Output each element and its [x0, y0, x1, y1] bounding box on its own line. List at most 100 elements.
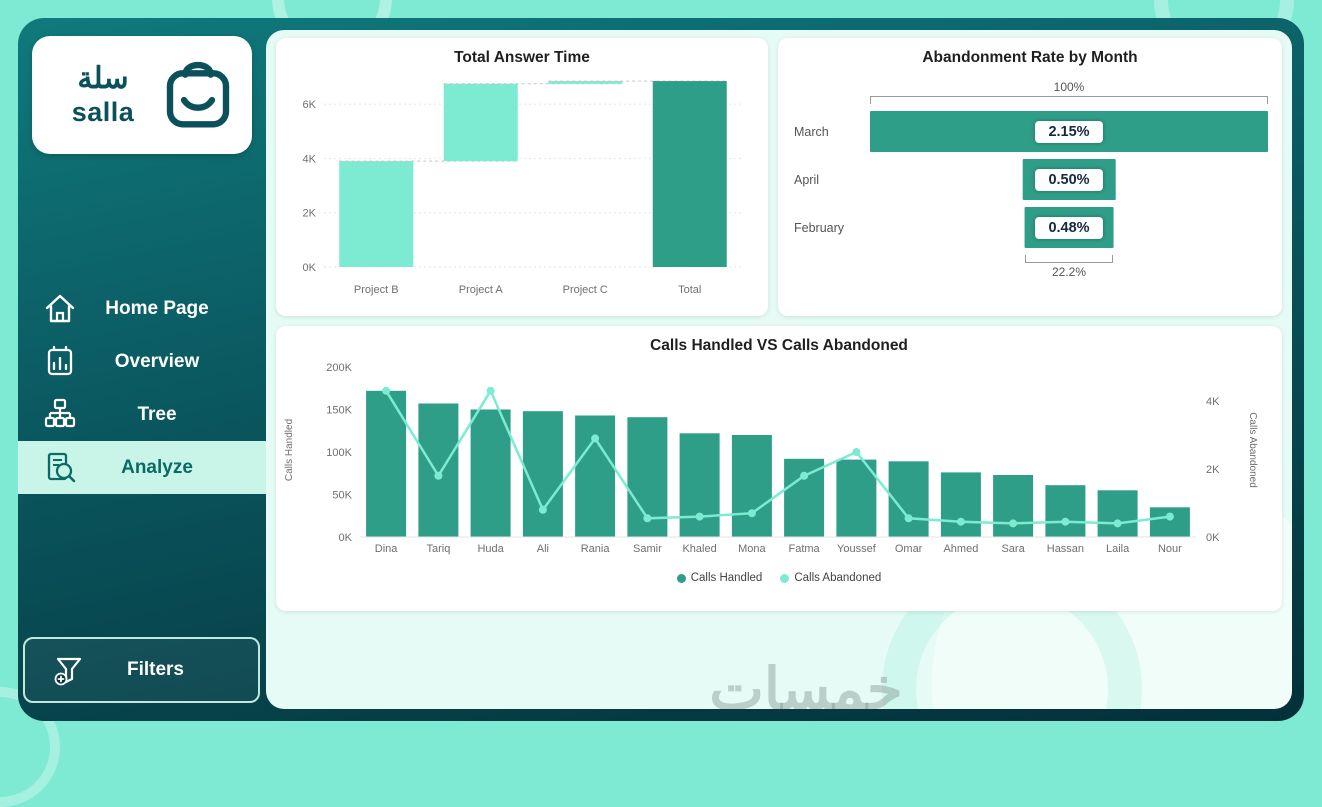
combo-svg: 0K 50K 100K 150K 200K 0K 2K 4K Calls Handled Call… — [284, 362, 1258, 555]
chart-legend: Calls Handled Calls Abandoned — [276, 572, 1282, 584]
abandoned-line — [385, 388, 1171, 525]
svg-text:Hassan: Hassan — [1047, 543, 1084, 555]
svg-text:Project B: Project B — [354, 284, 399, 296]
shopping-bag-icon — [166, 61, 230, 128]
svg-text:0K: 0K — [339, 532, 353, 544]
handled-bar — [522, 411, 563, 537]
handled-bar — [993, 475, 1034, 537]
chart-title: Calls Handled VS Calls Abandoned — [650, 337, 908, 354]
legend-item[interactable]: Calls Handled — [676, 572, 762, 584]
svg-text:4K: 4K — [303, 153, 317, 165]
sidebar-item-overview[interactable]: Overview — [18, 335, 266, 388]
legend-item[interactable]: Calls Abandoned — [780, 572, 881, 584]
waterfall-chart[interactable]: 0K 2K 4K 6K Project B Project A Project C Total — [276, 67, 768, 304]
sidebar-item-home-page[interactable]: Home Page — [18, 282, 266, 335]
abandoned-point — [695, 512, 704, 521]
funnel-chart[interactable]: 100% March 2.15% April 0.50% February 0.48% 22.… — [778, 67, 1282, 281]
legend-dot — [780, 573, 790, 583]
svg-text:Ali: Ali — [537, 543, 549, 555]
abandoned-point — [800, 471, 809, 480]
waterfall-bar — [443, 83, 518, 162]
sidebar-item-label: Overview — [114, 350, 200, 372]
handled-bar — [1149, 507, 1190, 538]
abandoned-point — [852, 448, 861, 456]
waterfall-bar — [548, 81, 623, 84]
svg-text:Calls Abandoned: Calls Abandoned — [1247, 412, 1258, 488]
logo-texts: سلة salla — [50, 62, 156, 128]
funnel-category: March — [794, 124, 829, 139]
filters-button[interactable]: Filters — [23, 637, 260, 703]
svg-text:Sara: Sara — [1001, 543, 1025, 555]
handled-bar — [470, 409, 511, 537]
abandoned-point — [1165, 512, 1174, 521]
handled-bar — [1097, 490, 1138, 538]
handled-bar — [366, 390, 407, 537]
svg-text:Total: Total — [678, 284, 701, 296]
abandoned-point — [1113, 519, 1122, 528]
svg-text:200K: 200K — [326, 362, 352, 374]
handled-bar — [731, 435, 772, 537]
handled-bar — [679, 433, 720, 537]
funnel-bottom-label: 22.2% — [1051, 265, 1087, 279]
svg-text:6K: 6K — [303, 99, 317, 111]
svg-text:Samir: Samir — [633, 543, 662, 555]
funnel-category: February — [794, 220, 845, 235]
funnel-top-label: 100% — [1053, 80, 1085, 94]
svg-text:0K: 0K — [1206, 532, 1220, 544]
svg-text:100K: 100K — [326, 447, 352, 459]
tree-icon — [44, 398, 76, 427]
card-calls-combo: Calls Handled VS Calls Abandoned 0K 50K 10… — [276, 326, 1282, 611]
analyze-icon — [47, 452, 76, 482]
abandoned-point — [591, 434, 600, 443]
abandoned-point — [382, 386, 391, 395]
svg-text:Mona: Mona — [738, 543, 766, 555]
chart-title: Total Answer Time — [454, 49, 590, 66]
logo-latin-text: salla — [71, 97, 135, 127]
sidebar-item-analyze[interactable]: Analyze — [18, 441, 266, 494]
sidebar-item-label: Tree — [137, 403, 177, 425]
waterfall-bar — [339, 161, 414, 267]
handled-bar — [940, 472, 981, 537]
handled-bar — [836, 459, 877, 537]
handled-bar — [888, 461, 929, 537]
abandoned-point — [747, 509, 756, 518]
svg-text:Rania: Rania — [581, 543, 611, 555]
sidebar-nav: Home Page Overview — [18, 282, 266, 494]
logo-arabic-text: سلة — [77, 62, 129, 95]
svg-text:Omar: Omar — [895, 543, 923, 555]
funnel-bottom-bracket — [1024, 255, 1114, 263]
svg-text:Youssef: Youssef — [837, 543, 877, 555]
svg-text:Laila: Laila — [1106, 543, 1130, 555]
svg-text:Project A: Project A — [459, 284, 504, 296]
handled-bar — [575, 415, 616, 537]
svg-text:Project C: Project C — [563, 284, 608, 296]
funnel-row[interactable]: April 0.50% — [794, 159, 1268, 200]
sidebar-item-label: Home Page — [105, 297, 209, 319]
svg-text:Dina: Dina — [375, 543, 399, 555]
waterfall-bar — [652, 81, 727, 267]
svg-text:150K: 150K — [326, 405, 352, 417]
sidebar: سلة salla Home Page — [18, 18, 266, 721]
funnel-row[interactable]: February 0.48% — [794, 207, 1268, 248]
svg-text:Huda: Huda — [477, 543, 504, 555]
waterfall-svg: 0K 2K 4K 6K Project B Project A Project C Total — [303, 80, 742, 296]
funnel-value-label: 2.15% — [1035, 120, 1103, 143]
abandoned-point — [904, 514, 913, 523]
svg-text:Fatma: Fatma — [789, 543, 821, 555]
abandoned-point — [538, 505, 547, 514]
card-abandonment-rate: Abandonment Rate by Month 100% March 2.15%… — [778, 38, 1282, 316]
sidebar-item-tree[interactable]: Tree — [18, 388, 266, 441]
handled-bar — [418, 403, 459, 537]
watermark-text: خمسات — [709, 657, 903, 709]
main-panel: Total Answer Time 0K 2K 4K 6K Project B Proje… — [266, 30, 1292, 709]
abandoned-point — [1061, 517, 1070, 526]
funnel-row[interactable]: March 2.15% — [794, 111, 1268, 152]
abandoned-point — [643, 514, 652, 523]
svg-text:2K: 2K — [303, 208, 317, 220]
card-total-answer-time: Total Answer Time 0K 2K 4K 6K Project B Proje… — [276, 38, 768, 316]
chart-title: Abandonment Rate by Month — [922, 49, 1138, 66]
funnel-category: April — [794, 172, 820, 187]
filter-funnel-icon — [54, 657, 82, 686]
combo-chart[interactable]: 0K 50K 100K 150K 200K 0K 2K 4K Calls Handled Call… — [276, 355, 1282, 572]
svg-text:0K: 0K — [303, 262, 317, 274]
